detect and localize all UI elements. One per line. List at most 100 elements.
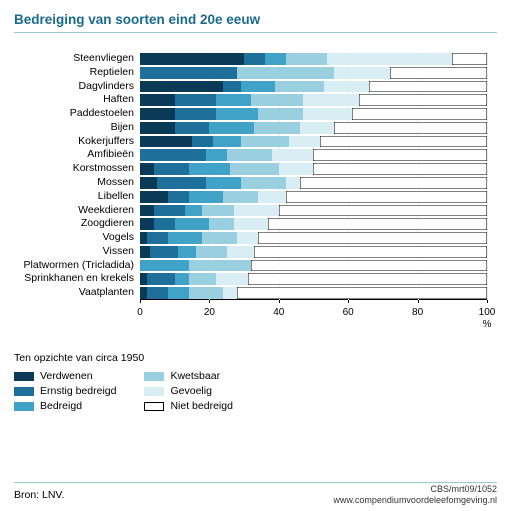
bar-segment	[140, 232, 147, 244]
bar-segment	[202, 232, 237, 244]
bar-segment	[251, 260, 487, 272]
bar-segment	[234, 205, 279, 217]
bar-segment	[279, 163, 314, 175]
bar-row: Libellen	[140, 191, 487, 203]
category-label: Vaatplanten	[10, 287, 134, 299]
bar-segment	[216, 94, 251, 106]
bar-segment	[209, 218, 233, 230]
bar-segment	[213, 136, 241, 148]
footer-code: CBS/mrt09/1052	[430, 484, 497, 494]
bar-segment	[168, 232, 203, 244]
bar-segment	[300, 177, 487, 189]
x-tick-label: 100	[479, 307, 496, 318]
legend-label: Gevoelig	[170, 385, 211, 397]
x-tick	[140, 300, 141, 303]
bar-segment	[313, 163, 487, 175]
bar-segment	[189, 191, 224, 203]
bar-segment	[265, 53, 286, 65]
bar-segment	[140, 81, 223, 93]
bar-segment	[140, 287, 147, 299]
bar-segment	[154, 205, 185, 217]
bar-segment	[369, 81, 487, 93]
bar-segment	[140, 205, 154, 217]
bar-segment	[334, 67, 390, 79]
bar-row: Vaatplanten	[140, 287, 487, 299]
legend: Ten opzichte van circa 1950 VerdwenenErn…	[14, 352, 497, 412]
bar-segment	[216, 273, 247, 285]
bar-segment	[140, 246, 150, 258]
legend-swatch	[14, 387, 34, 396]
bar-row: Sprinkhanen en krekels	[140, 273, 487, 285]
bar-segment	[237, 287, 487, 299]
bar-segment	[150, 246, 178, 258]
bar-segment	[254, 246, 486, 258]
bar-segment	[275, 81, 324, 93]
bar-segment	[320, 136, 487, 148]
bar-segment	[227, 149, 272, 161]
bar-segment	[175, 273, 189, 285]
legend-label: Kwetsbaar	[170, 370, 220, 382]
category-label: Platwormen (Tricladida)	[10, 260, 134, 272]
bar-segment	[175, 94, 217, 106]
bar-segment	[241, 177, 286, 189]
category-label: Zoogdieren	[10, 218, 134, 230]
legend-label: Ernstig bedreigd	[40, 385, 116, 397]
page-title: Bedreiging van soorten eind 20e eeuw	[14, 12, 260, 27]
legend-item: Niet bedreigd	[144, 400, 232, 412]
bar-segment	[300, 122, 335, 134]
legend-columns: Verdwenen Ernstig bedreigd Bedreigd Kwetsba…	[14, 370, 497, 412]
bar-segment	[258, 191, 286, 203]
x-tick	[487, 300, 488, 303]
bar-segment	[168, 191, 189, 203]
legend-item: Gevoelig	[144, 385, 232, 397]
x-tick	[418, 300, 419, 303]
bar-row: Mossen	[140, 177, 487, 189]
bar-segment	[286, 53, 328, 65]
bar-row: Korstmossen	[140, 163, 487, 175]
category-label: Dagvlinders	[10, 81, 134, 93]
stacked-bar-chart: 020406080100%SteenvliegenReptielenDagvli…	[14, 42, 497, 330]
legend-item: Verdwenen	[14, 370, 116, 382]
plot-area: 020406080100%SteenvliegenReptielenDagvli…	[140, 52, 487, 300]
legend-label: Bedreigd	[40, 400, 82, 412]
bar-row: Weekdieren	[140, 205, 487, 217]
bar-row: Steenvliegen	[140, 53, 487, 65]
bar-segment	[227, 246, 255, 258]
bar-segment	[147, 287, 168, 299]
category-label: Vogels	[10, 232, 134, 244]
category-label: Amfibieën	[10, 149, 134, 161]
bar-row: Reptielen	[140, 67, 487, 79]
bar-segment	[286, 177, 300, 189]
bar-segment	[189, 287, 224, 299]
bar-segment	[254, 122, 299, 134]
bar-segment	[237, 232, 258, 244]
bar-segment	[140, 149, 206, 161]
bar-segment	[286, 191, 487, 203]
x-tick-label: 0	[137, 307, 143, 318]
bar-segment	[168, 287, 189, 299]
bar-segment	[154, 218, 175, 230]
x-tick-label: 80	[412, 307, 423, 318]
bar-row: Paddestoelen	[140, 108, 487, 120]
bar-segment	[189, 273, 217, 285]
bar-segment	[327, 53, 452, 65]
legend-swatch	[144, 402, 164, 411]
legend-swatch	[14, 402, 34, 411]
bar-segment	[209, 122, 254, 134]
bar-row: Vissen	[140, 246, 487, 258]
legend-label: Niet bedreigd	[170, 400, 232, 412]
category-label: Mossen	[10, 177, 134, 189]
bar-segment	[324, 81, 369, 93]
bar-segment	[157, 177, 206, 189]
bar-row: Kokerjuffers	[140, 136, 487, 148]
bar-segment	[140, 67, 237, 79]
x-tick	[279, 300, 280, 303]
category-label: Paddestoelen	[10, 108, 134, 120]
legend-item: Bedreigd	[14, 400, 116, 412]
bar-segment	[272, 149, 314, 161]
legend-swatch	[144, 372, 164, 381]
bar-row: Haften	[140, 94, 487, 106]
legend-swatch	[14, 372, 34, 381]
bar-segment	[175, 218, 210, 230]
bar-segment	[241, 81, 276, 93]
